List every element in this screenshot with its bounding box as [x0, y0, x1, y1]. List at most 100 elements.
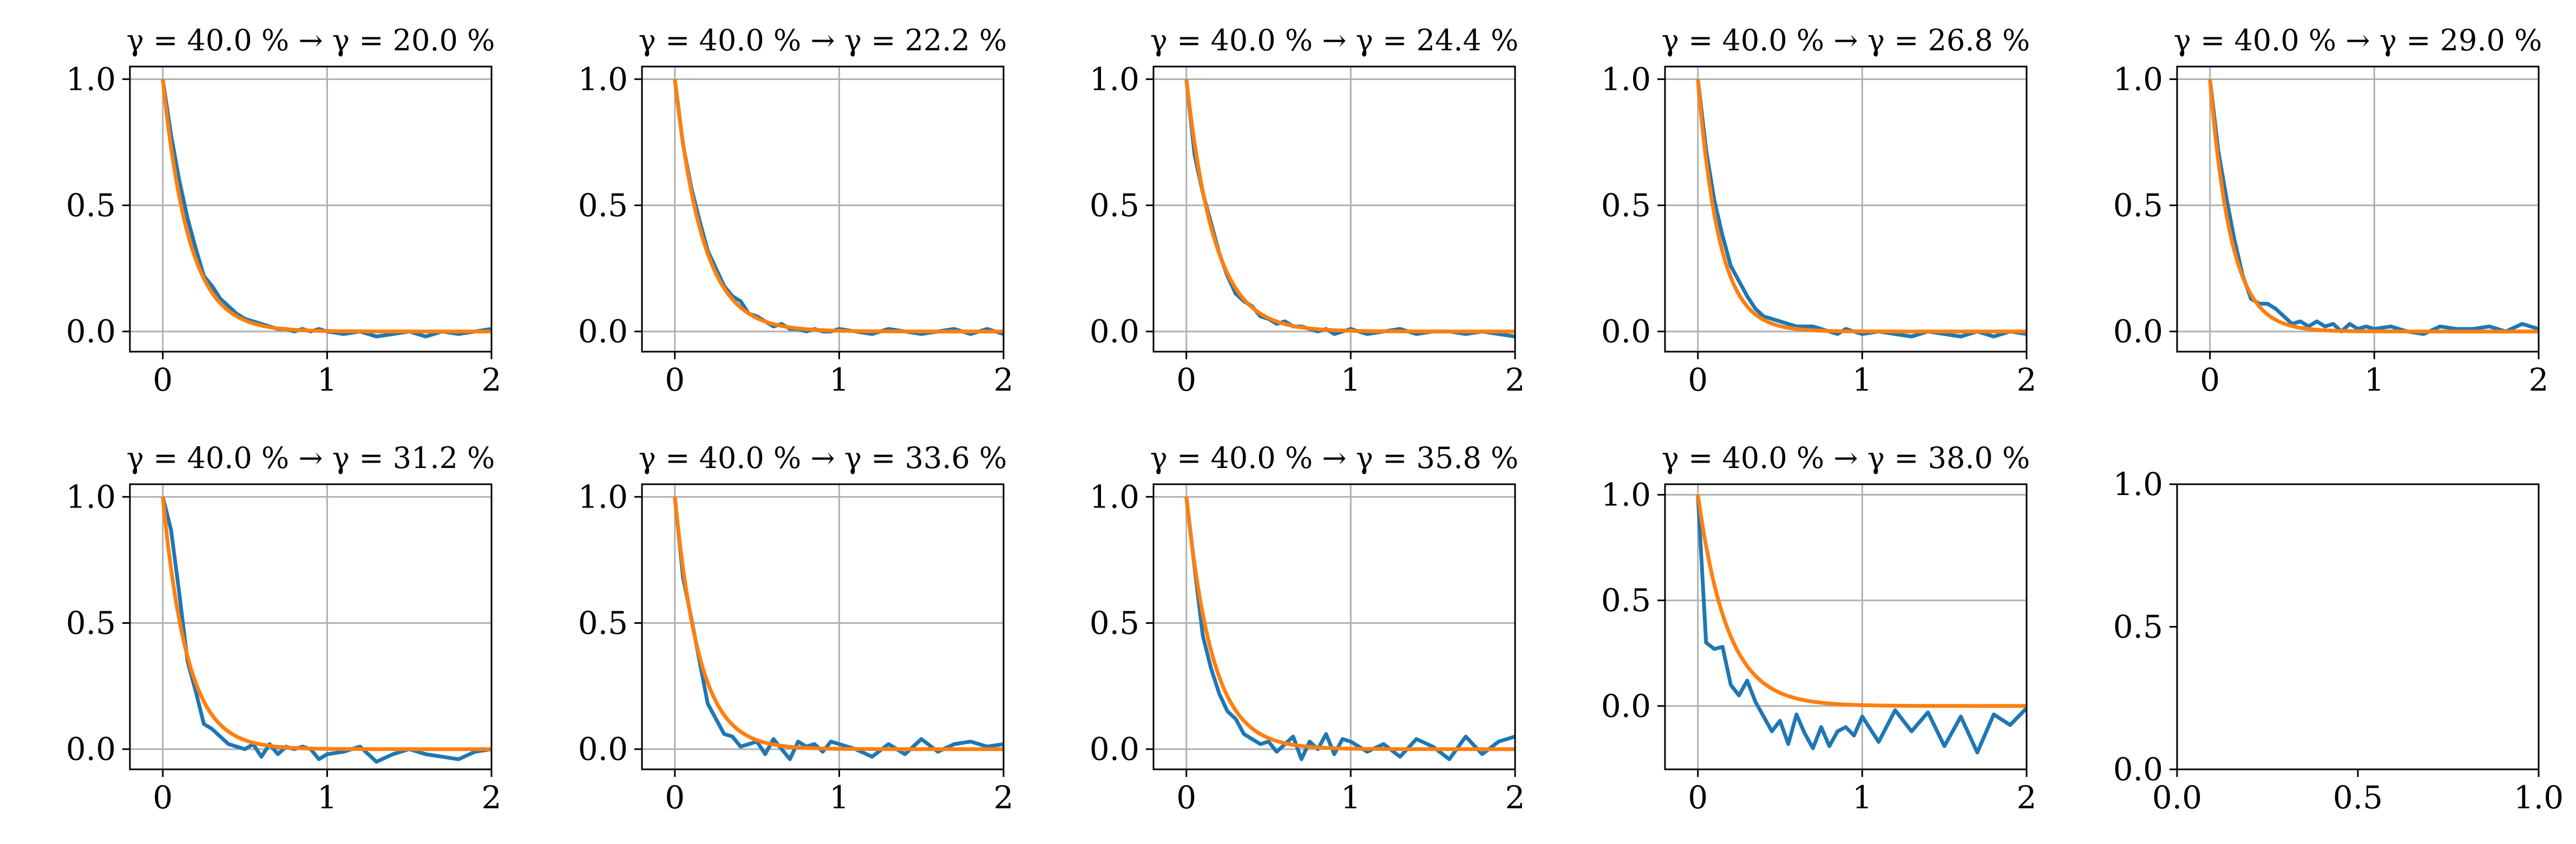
axes-frame: [641, 483, 1005, 770]
axes-frame: [1664, 483, 2028, 770]
x-tick-label: 2: [1505, 779, 1525, 816]
subplot-5: 0 1 2 0.0 0.5 1.0 γ = 40.0 % → γ = 29.0 %: [2113, 23, 2549, 398]
y-tick-label: 0.5: [66, 605, 116, 642]
x-tick-label: 0: [665, 361, 685, 398]
x-tick-label: 1: [1852, 361, 1872, 398]
measured-line: [1184, 496, 1515, 761]
x-tick-label: 1: [1341, 361, 1361, 398]
x-tick-label: 0: [153, 779, 173, 816]
fit-line: [161, 496, 491, 751]
y-tick-label: 1.0: [66, 61, 116, 97]
axes-frame: [1664, 65, 2028, 353]
x-tick-label: 1: [829, 779, 849, 816]
subplot-title: γ = 40.0 % → γ = 38.0 %: [1662, 441, 2030, 475]
x-tick-label: 2: [2017, 361, 2037, 398]
subplot-title: γ = 40.0 % → γ = 20.0 %: [127, 23, 495, 57]
y-tick-label: 1.0: [66, 478, 116, 515]
x-tick-label: 2: [482, 361, 502, 398]
y-tick-label: 1.0: [578, 61, 628, 97]
y-tick-label: 0.5: [2113, 187, 2163, 224]
measured-line: [1696, 494, 2027, 755]
x-tick-label: 0: [665, 779, 685, 816]
subplot-7: 0 1 2 0.0 0.5 1.0 γ = 40.0 % → γ = 33.6 %: [578, 441, 1014, 816]
x-tick-label: 0: [1688, 361, 1708, 398]
y-tick-label: 0.5: [1090, 187, 1139, 224]
y-tick-label: 1.0: [1601, 477, 1651, 513]
y-tick-label: 0.0: [578, 731, 628, 768]
subplot-6: 0 1 2 0.0 0.5 1.0 γ = 40.0 % → γ = 31.2 %: [66, 441, 502, 816]
y-tick-label: 0.5: [578, 187, 628, 224]
x-tick-label: 1: [317, 361, 337, 398]
fit-line: [161, 78, 491, 334]
x-tick-label: 0: [1176, 779, 1196, 816]
x-tick-label: 0: [2200, 361, 2220, 398]
y-tick-label: 1.0: [578, 478, 628, 515]
x-tick-label: 2: [994, 361, 1014, 398]
x-tick-label: 2: [2529, 361, 2549, 398]
measured-line: [2208, 78, 2539, 336]
y-tick-label: 0.0: [1090, 313, 1139, 350]
subplot-10: 0.0 0.5 1.0 0.0 0.5 1.0: [2113, 466, 2564, 816]
x-tick-label: 1: [1341, 779, 1361, 816]
y-tick-label: 0.0: [2113, 313, 2163, 350]
subplot-4: 0 1 2 0.0 0.5 1.0 γ = 40.0 % → γ = 26.8 %: [1601, 23, 2037, 398]
y-tick-label: 1.0: [1090, 478, 1139, 515]
axes-frame: [1152, 483, 1516, 770]
y-tick-label: 0.5: [2113, 609, 2163, 645]
x-tick-label: 0: [153, 361, 173, 398]
axes-frame: [129, 483, 493, 770]
x-tick-label: 0: [1176, 361, 1196, 398]
subplot-title: γ = 40.0 % → γ = 24.4 %: [1150, 23, 1519, 57]
x-tick-label: 0.0: [2152, 779, 2202, 816]
y-tick-label: 0.0: [2113, 751, 2163, 788]
y-tick-label: 0.0: [66, 731, 116, 768]
subplot-1: 0 1 2 0.0 0.5 1.0 γ = 40.0 % → γ = 20.0 %: [66, 23, 502, 398]
subplot-title: γ = 40.0 % → γ = 22.2 %: [639, 23, 1007, 57]
subplot-8: 0 1 2 0.0 0.5 1.0 γ = 40.0 % → γ = 35.8 %: [1090, 441, 1525, 816]
subplot-title: γ = 40.0 % → γ = 29.0 %: [2174, 23, 2542, 57]
axes-frame: [641, 65, 1005, 353]
fit-line: [1184, 496, 1515, 751]
subplot-title: γ = 40.0 % → γ = 31.2 %: [127, 441, 495, 475]
y-tick-label: 0.5: [66, 187, 116, 224]
fit-line: [1696, 494, 2027, 708]
x-tick-label: 0.5: [2333, 779, 2383, 816]
subplot-3: 0 1 2 0.0 0.5 1.0 γ = 40.0 % → γ = 24.4 %: [1090, 23, 1525, 398]
subplot-title: γ = 40.0 % → γ = 35.8 %: [1150, 441, 1519, 475]
y-tick-label: 0.0: [578, 313, 628, 350]
fit-line: [673, 78, 1004, 334]
y-tick-label: 0.0: [1601, 313, 1651, 350]
fit-line: [1184, 78, 1515, 334]
x-tick-label: 0: [1688, 779, 1708, 816]
fit-line: [1696, 78, 2027, 334]
axes-frame: [2176, 65, 2540, 353]
x-tick-label: 1: [2364, 361, 2384, 398]
y-tick-label: 0.5: [578, 605, 628, 642]
x-tick-label: 2: [1505, 361, 1525, 398]
axes-frame: [129, 65, 493, 353]
x-tick-label: 1: [829, 361, 849, 398]
subplot-title: γ = 40.0 % → γ = 33.6 %: [639, 441, 1007, 475]
x-tick-label: 2: [482, 779, 502, 816]
x-tick-label: 2: [2017, 779, 2037, 816]
y-tick-label: 0.0: [1090, 731, 1139, 768]
x-tick-label: 1: [317, 779, 337, 816]
subplot-2: 0 1 2 0.0 0.5 1.0 γ = 40.0 % → γ = 22.2 %: [578, 23, 1014, 398]
y-tick-label: 1.0: [2113, 61, 2163, 97]
y-tick-label: 0.0: [1601, 688, 1651, 724]
y-tick-label: 0.5: [1601, 187, 1651, 224]
subplot-9: 0 1 2 0.0 0.5 1.0 γ = 40.0 % → γ = 38.0 %: [1601, 441, 2037, 816]
measured-line: [673, 496, 1004, 761]
x-tick-label: 1: [1852, 779, 1872, 816]
y-tick-label: 1.0: [2113, 466, 2163, 503]
fit-line: [2208, 78, 2539, 334]
y-tick-label: 0.0: [66, 313, 116, 350]
axes-frame: [1152, 65, 1516, 353]
subplot-title: γ = 40.0 % → γ = 26.8 %: [1662, 23, 2030, 57]
y-tick-label: 1.0: [1090, 61, 1139, 97]
y-tick-label: 1.0: [1601, 61, 1651, 97]
x-tick-label: 2: [994, 779, 1014, 816]
y-tick-label: 0.5: [1090, 605, 1139, 642]
